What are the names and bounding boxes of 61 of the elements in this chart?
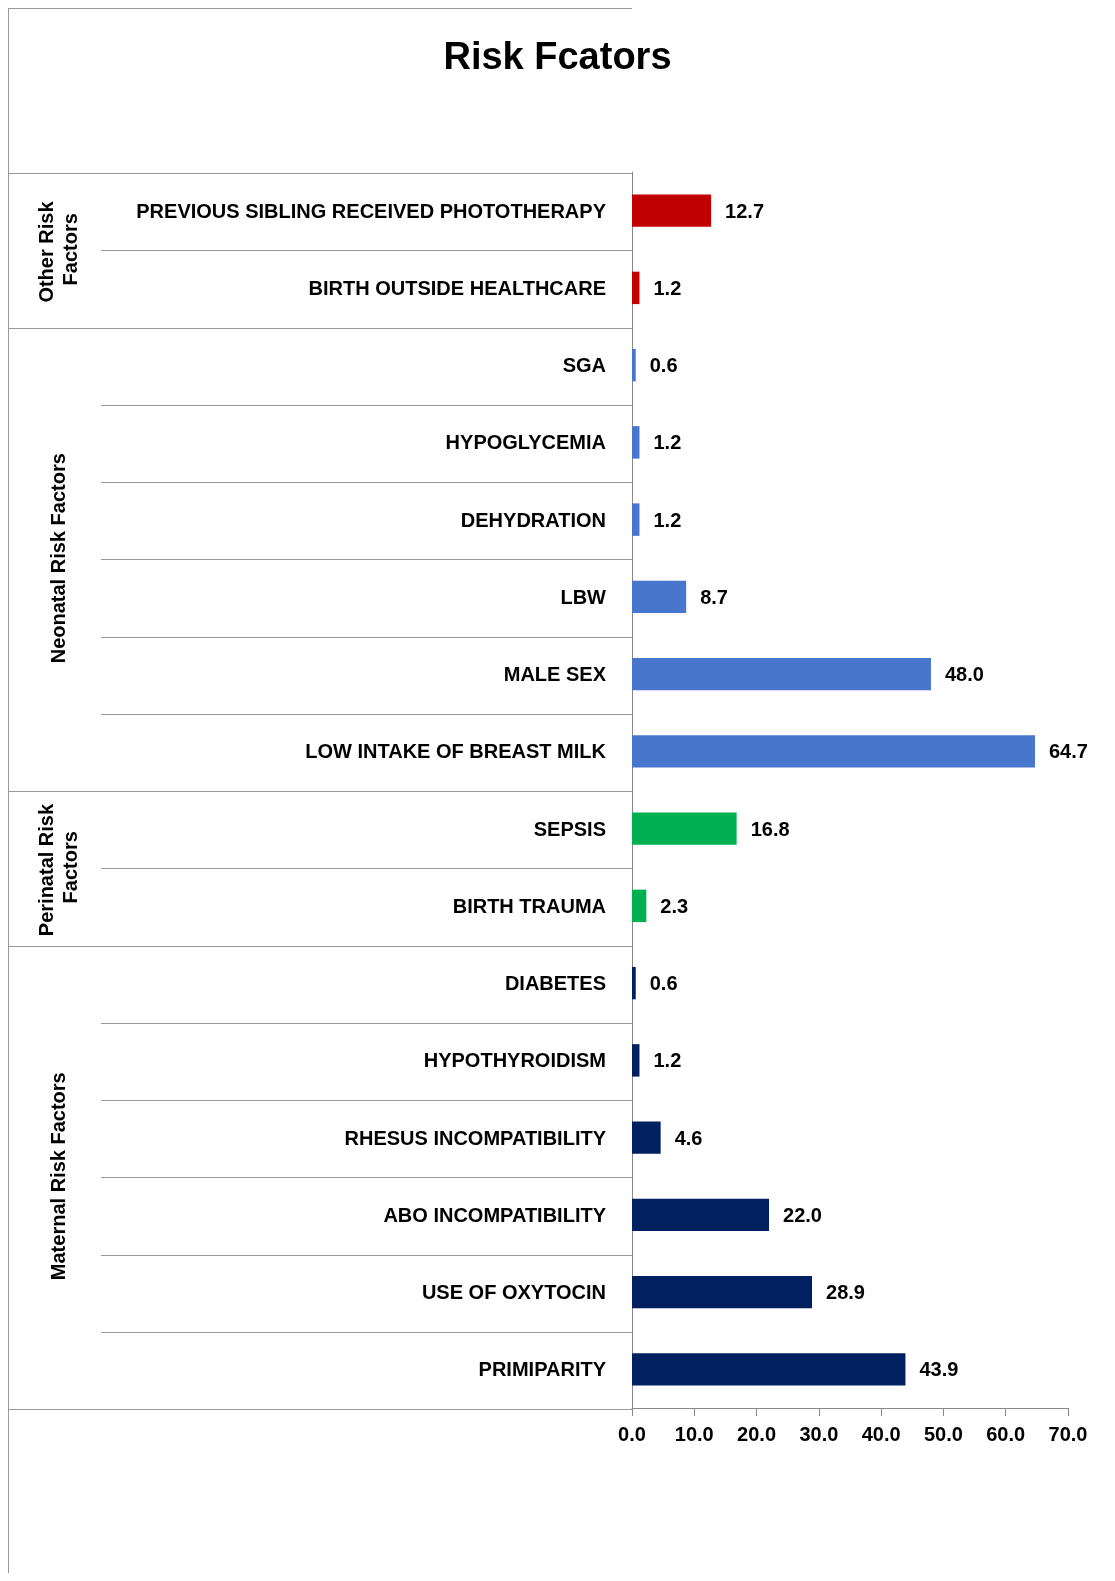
bar: [632, 1121, 661, 1154]
x-tick-label: 20.0: [737, 1423, 777, 1445]
text: Other Risk Factors: [35, 195, 81, 303]
y-tick-label: DIABETES: [504, 972, 606, 995]
bar: [632, 812, 737, 845]
x-tick-label: 40.0: [861, 1423, 901, 1445]
y-tick-label: SEPSIS: [533, 817, 606, 840]
text: Perinatal Risk Factors: [35, 798, 81, 937]
y-tick-label: ABO INCOMPATIBILITY: [383, 1203, 607, 1226]
bar: [632, 889, 647, 923]
bar: [632, 1044, 640, 1077]
bar: [632, 657, 931, 691]
y-tick-label: LOW INTAKE OF BREAST MILK: [305, 740, 607, 763]
bar: [632, 966, 636, 1000]
data-label: 0.6: [649, 354, 678, 377]
bar: [632, 271, 640, 305]
y-tick-label: SGA: [562, 354, 606, 377]
text: Maternal Risk Factors: [47, 1072, 69, 1281]
data-label: 48.0: [944, 663, 984, 686]
bar: [632, 1353, 906, 1386]
x-tick-label: 60.0: [986, 1423, 1026, 1445]
bar: [632, 194, 712, 227]
data-label: 16.8: [750, 817, 790, 840]
y-tick-label: HYPOTHYROIDISM: [423, 1049, 606, 1072]
data-label: 12.7: [725, 199, 765, 222]
bar: [632, 735, 1035, 768]
y-tick-label: DEHYDRATION: [460, 508, 606, 531]
data-label: 43.9: [919, 1358, 959, 1381]
bar: [632, 1275, 813, 1309]
y-tick-label: PRIMIPARITY: [478, 1358, 607, 1381]
data-label: 1.2: [653, 276, 682, 299]
data-label: 0.6: [649, 972, 678, 995]
y-tick-label: USE OF OXYTOCIN: [421, 1281, 606, 1304]
data-label: 22.0: [783, 1203, 822, 1226]
bar: [632, 580, 687, 614]
y-tick-label: MALE SEX: [503, 663, 607, 686]
x-tick-label: 50.0: [923, 1423, 963, 1445]
bar: [632, 426, 640, 459]
x-tick-label: 70.0: [1048, 1423, 1088, 1445]
bar: [632, 348, 636, 382]
data-label: 28.9: [826, 1281, 865, 1304]
x-tick-label: 0.0: [618, 1423, 646, 1445]
data-label: 8.7: [700, 585, 728, 608]
text: Neonatal Risk Factors: [47, 453, 69, 664]
chart-title: Risk Fcators: [443, 35, 672, 77]
y-tick-label: BIRTH TRAUMA: [452, 894, 606, 917]
y-tick-label: HYPOGLYCEMIA: [445, 431, 606, 454]
bar: [632, 503, 640, 536]
data-label: 2.3: [660, 894, 689, 917]
data-label: 1.2: [653, 1049, 682, 1072]
y-tick-label: RHESUS INCOMPATIBILITY: [344, 1126, 607, 1149]
data-label: 1.2: [653, 431, 682, 454]
data-label: 1.2: [653, 508, 682, 531]
data-label: 64.7: [1048, 740, 1088, 763]
y-tick-label: BIRTH OUTSIDE HEALTHCARE: [308, 276, 606, 299]
y-tick-label: LBW: [560, 585, 607, 608]
x-tick-label: 30.0: [799, 1423, 839, 1445]
data-label: 4.6: [674, 1126, 703, 1149]
bar: [632, 1198, 770, 1232]
x-tick-label: 10.0: [674, 1423, 714, 1445]
y-tick-label: PREVIOUS SIBLING RECEIVED PHOTOTHERAPY: [136, 199, 607, 222]
